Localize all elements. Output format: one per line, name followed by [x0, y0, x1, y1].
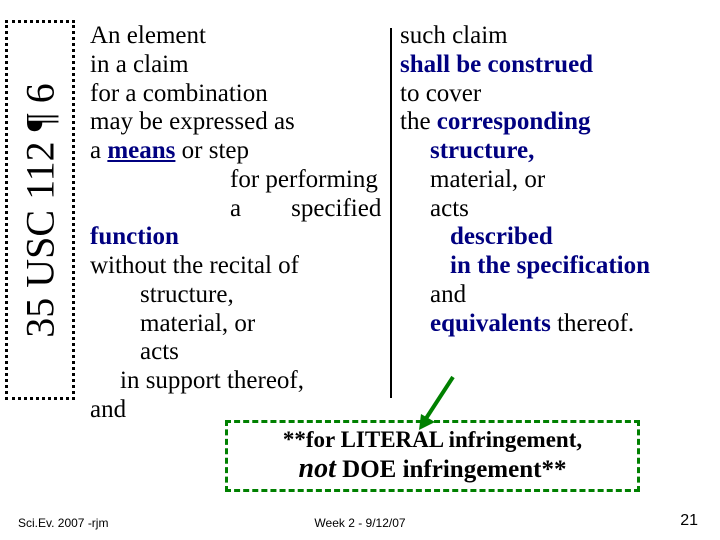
- construed-emph: shall be construed: [400, 51, 700, 80]
- left-line: a specified: [90, 195, 390, 224]
- specification-emph: in the specification: [400, 252, 700, 281]
- text-frag: thereof.: [551, 310, 634, 337]
- left-line: structure,: [90, 281, 390, 310]
- annotation-line1: **for LITERAL infringement,: [234, 427, 631, 453]
- described-emph: described: [400, 223, 700, 252]
- left-line: An element: [90, 22, 390, 51]
- right-line: material, or: [400, 166, 700, 195]
- annotation-line2: not DOE infringement**: [234, 453, 631, 485]
- structure-emph: structure,: [400, 137, 700, 166]
- means-emph: means: [107, 137, 175, 164]
- corresponding-emph: corresponding: [437, 108, 591, 135]
- left-line: for performing: [90, 166, 390, 195]
- left-line: may be expressed as: [90, 108, 390, 137]
- not-emph: not: [299, 453, 336, 484]
- left-line: without the recital of: [90, 252, 390, 281]
- right-line: the corresponding: [400, 108, 700, 137]
- annotation-box: **for LITERAL infringement, not DOE infr…: [225, 420, 640, 492]
- citation-text: 35 USC 112 ¶ 6: [17, 83, 64, 337]
- left-line: acts: [90, 338, 390, 367]
- right-line: equivalents thereof.: [400, 310, 700, 339]
- footer-center: Week 2 - 9/12/07: [0, 516, 720, 530]
- text-frag: specified: [291, 195, 381, 222]
- text-gap: [241, 195, 291, 222]
- text-frag: a: [230, 195, 241, 222]
- right-column: such claim shall be construed to cover t…: [400, 22, 700, 338]
- right-line: such claim: [400, 22, 700, 51]
- citation-sidebar: 35 USC 112 ¶ 6: [5, 20, 75, 400]
- left-line: a means or step: [90, 137, 390, 166]
- left-column: An element in a claim for a combination …: [90, 22, 390, 425]
- right-line: and: [400, 281, 700, 310]
- left-line: in a claim: [90, 51, 390, 80]
- annotation-rest: DOE infringement**: [336, 456, 567, 483]
- left-line: material, or: [90, 310, 390, 339]
- text-frag: or step: [175, 137, 249, 164]
- text-frag: a: [90, 137, 107, 164]
- left-line: for a combination: [90, 80, 390, 109]
- function-emph: function: [90, 223, 390, 252]
- text-frag: the: [400, 108, 437, 135]
- equivalents-emph: equivalents: [430, 310, 551, 337]
- right-line: to cover: [400, 80, 700, 109]
- page-number: 21: [680, 512, 698, 530]
- right-line: acts: [400, 195, 700, 224]
- column-divider: [390, 28, 392, 398]
- left-line: in support thereof,: [90, 367, 390, 396]
